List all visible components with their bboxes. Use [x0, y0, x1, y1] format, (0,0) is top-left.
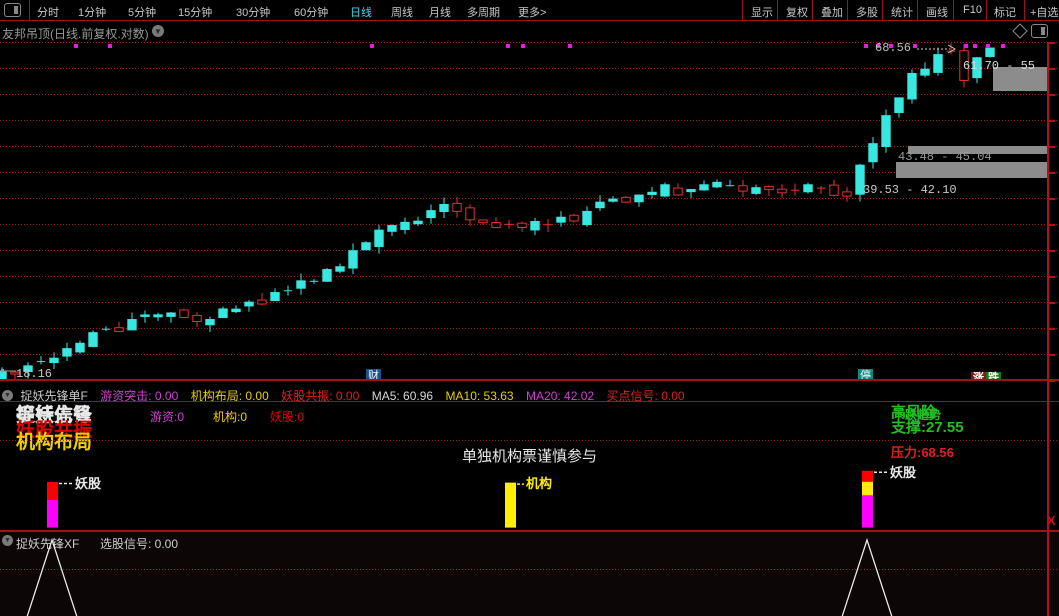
svg-text:机构: 机构 [526, 476, 552, 491]
svg-text:妖股: 妖股 [75, 476, 101, 491]
svg-text:妖股: 妖股 [890, 465, 916, 480]
